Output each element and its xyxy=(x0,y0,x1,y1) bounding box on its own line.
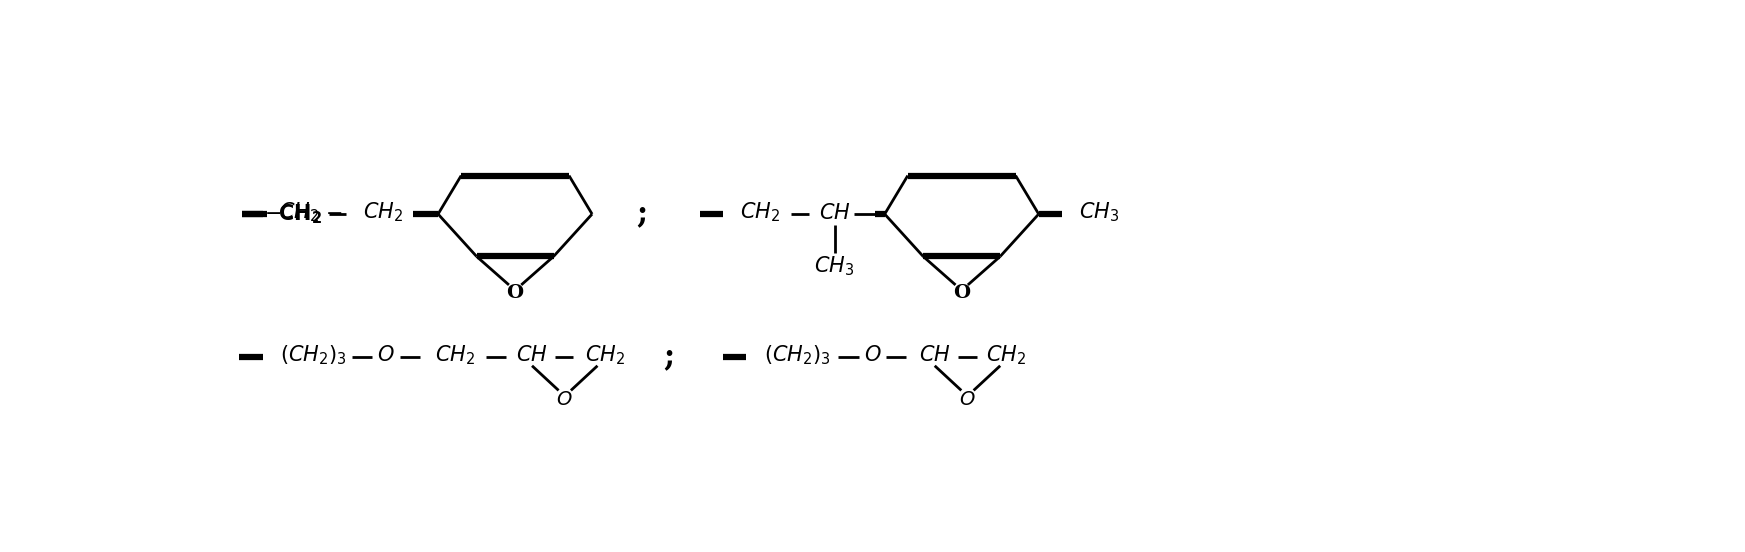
Text: $CH_3$: $CH_3$ xyxy=(1078,201,1119,224)
Text: ;: ; xyxy=(663,341,675,372)
Text: $CH_2$: $CH_2$ xyxy=(279,201,319,224)
Text: $CH_2$: $CH_2$ xyxy=(740,201,780,224)
Text: O: O xyxy=(953,284,970,301)
Text: $O$: $O$ xyxy=(864,345,881,365)
Text: $(CH_2)_3$: $(CH_2)_3$ xyxy=(279,343,347,367)
Text: $CH_2$: $CH_2$ xyxy=(363,201,403,224)
Text: $O$: $O$ xyxy=(377,345,394,365)
Text: $CH_2$: $CH_2$ xyxy=(986,343,1026,367)
Text: $CH$: $CH$ xyxy=(517,345,548,365)
Text: ;: ; xyxy=(637,199,647,230)
Text: $O$: $O$ xyxy=(557,391,572,410)
Text: $CH_2$: $CH_2$ xyxy=(435,343,475,367)
Text: O: O xyxy=(506,284,524,301)
Text: $O$: $O$ xyxy=(960,391,975,410)
Text: $CH$: $CH$ xyxy=(920,345,951,365)
Text: $-\!\mathbf{CH_2}-$: $-\!\mathbf{CH_2}-$ xyxy=(263,202,344,226)
Text: $CH$: $CH$ xyxy=(818,203,850,222)
Text: $CH_3$: $CH_3$ xyxy=(815,254,855,278)
Text: $(CH_2)_3$: $(CH_2)_3$ xyxy=(764,343,831,367)
Text: $CH_2$: $CH_2$ xyxy=(585,343,625,367)
